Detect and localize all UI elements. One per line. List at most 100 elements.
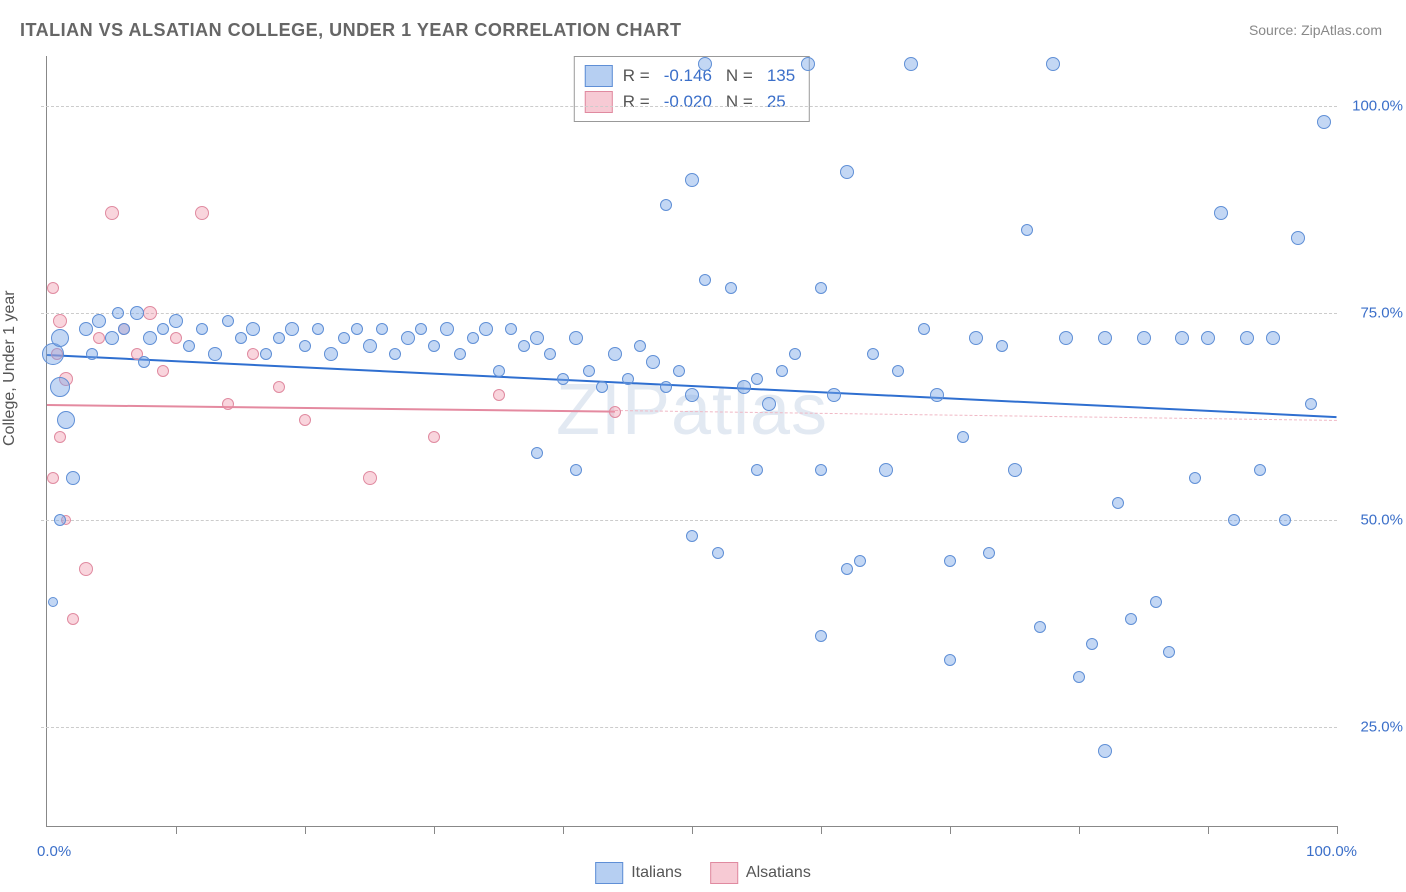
data-point [493,365,505,377]
data-point [815,282,827,294]
data-point [493,389,505,401]
data-point [92,314,106,328]
data-point [170,332,182,344]
data-point [157,323,169,335]
data-point [1254,464,1266,476]
data-point [428,431,440,443]
data-point [1046,57,1060,71]
data-point [105,331,119,345]
data-point [1125,613,1137,625]
y-axis-label: College, Under 1 year [1,290,19,446]
y-tick-label: 25.0% [1360,718,1403,735]
data-point [544,348,556,360]
n-label: N = [726,66,753,86]
data-point [260,348,272,360]
data-point [1291,231,1305,245]
data-point [957,431,969,443]
r-label: R = [623,66,650,86]
data-point [48,597,58,607]
data-point [324,347,338,361]
x-tick [821,826,822,834]
x-axis-max-label: 100.0% [1306,843,1357,860]
data-point [93,332,105,344]
data-point [996,340,1008,352]
data-point [222,315,234,327]
data-point [737,380,751,394]
data-point [1059,331,1073,345]
data-point [440,322,454,336]
data-point [751,464,763,476]
data-point [130,306,144,320]
data-point [1150,596,1162,608]
data-point [118,323,130,335]
data-point [47,472,59,484]
data-point [105,206,119,220]
trend-line [47,354,1337,418]
x-tick [1337,826,1338,834]
data-point [54,514,66,526]
trend-line [47,404,615,413]
plot-area: ZIPatlas R = -0.146 N = 135 R = -0.020 N… [46,56,1337,827]
data-point [1086,638,1098,650]
data-point [1021,224,1033,236]
data-point [67,613,79,625]
data-point [222,398,234,410]
data-point [157,365,169,377]
data-point [634,340,646,352]
legend-row-italians: R = -0.146 N = 135 [585,63,799,89]
data-point [892,365,904,377]
data-point [57,411,75,429]
data-point [1317,115,1331,129]
data-point [376,323,388,335]
gridline [41,106,1337,107]
data-point [363,339,377,353]
data-point [969,331,983,345]
x-tick [176,826,177,834]
swatch-blue-icon [585,65,613,87]
stats-legend: R = -0.146 N = 135 R = -0.020 N = 25 [574,56,810,122]
n-value-alsatians: 25 [763,92,790,112]
x-tick [563,826,564,834]
data-point [904,57,918,71]
data-point [751,373,763,385]
data-point [66,471,80,485]
data-point [660,381,672,393]
data-point [1279,514,1291,526]
data-point [138,356,150,368]
n-value-italians: 135 [763,66,799,86]
data-point [686,530,698,542]
bottom-legend: Italians Alsatians [595,862,811,884]
data-point [143,306,157,320]
data-point [505,323,517,335]
data-point [1305,398,1317,410]
n-label: N = [726,92,753,112]
legend-label-italians: Italians [631,864,682,882]
data-point [208,347,222,361]
data-point [428,340,440,352]
data-point [530,331,544,345]
data-point [312,323,324,335]
y-tick-label: 75.0% [1360,304,1403,321]
data-point [815,630,827,642]
data-point [609,406,621,418]
data-point [47,282,59,294]
data-point [698,57,712,71]
data-point [944,654,956,666]
data-point [79,562,93,576]
data-point [454,348,466,360]
data-point [1214,206,1228,220]
data-point [1240,331,1254,345]
data-point [660,199,672,211]
data-point [841,563,853,575]
data-point [776,365,788,377]
data-point [51,329,69,347]
legend-item-alsatians: Alsatians [710,862,811,884]
data-point [246,322,260,336]
swatch-pink-icon [710,862,738,884]
data-point [299,340,311,352]
data-point [608,347,622,361]
data-point [840,165,854,179]
data-point [673,365,685,377]
data-point [86,348,98,360]
chart-title: ITALIAN VS ALSATIAN COLLEGE, UNDER 1 YEA… [20,20,682,41]
